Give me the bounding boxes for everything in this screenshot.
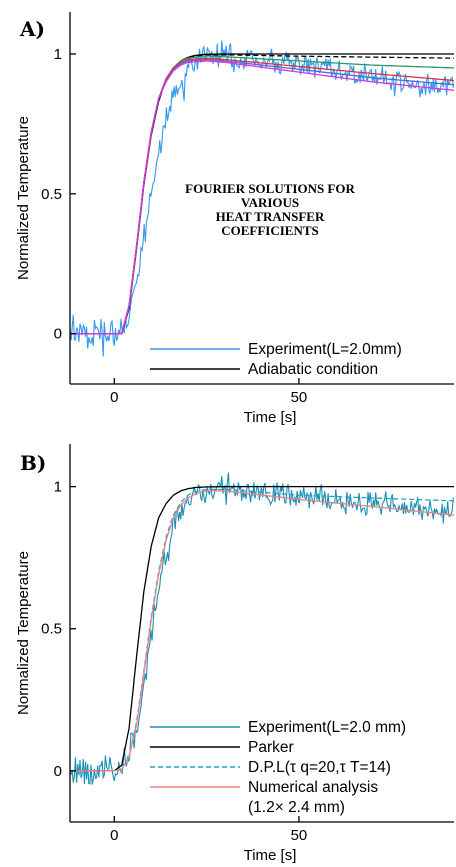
x-tick-label: 50 [291,827,308,844]
legend: Experiment(L=2.0 mm) Parker D.P.L(τ q=20,τ… [150,719,406,816]
x-axis-label: Time [s] [244,409,297,426]
legend-label: D.P.L(τ q=20,τ T=14) [248,759,391,776]
panel-label: A) [19,17,45,41]
legend: Experiment(L=2.0mm) Adiabatic condition [150,341,402,378]
panel-label: B) [20,451,46,475]
legend-label: Experiment(L=2.0mm) [248,341,402,358]
y-tick-label: 1 [54,479,62,496]
annotation-text: FOURIER SOLUTIONS FOR VARIOUS HEAT TRANSFE… [185,181,355,238]
legend-label: Experiment(L=2.0 mm) [248,719,406,736]
legend-label: Parker [248,739,294,756]
y-axis-label: Normalized Temperature [15,116,32,280]
x-tick-label: 0 [110,389,118,406]
chart-panel-2: B) 0 0.5 1 0 50 Time [s] Normalized Temperature… [15,444,454,864]
chart-panel-1: A) 0 0.5 1 0 50 Time [s] Normalized Temperature… [15,12,454,426]
y-tick-label: 0 [54,763,62,780]
x-axis-label: Time [s] [244,847,297,864]
x-tick-label: 0 [110,827,118,844]
plot-area [70,473,454,785]
y-tick-label: 0 [54,326,62,343]
legend-label: Adiabatic condition [248,361,378,378]
legend-label: Numerical analysis [248,779,378,796]
y-axis-label: Normalized Temperature [15,551,32,715]
y-tick-label: 0.5 [41,621,62,638]
legend-label: (1.2× 2.4 mm) [248,799,345,816]
x-tick-label: 50 [291,389,308,406]
y-tick-label: 0.5 [41,186,62,203]
y-tick-label: 1 [54,46,62,63]
